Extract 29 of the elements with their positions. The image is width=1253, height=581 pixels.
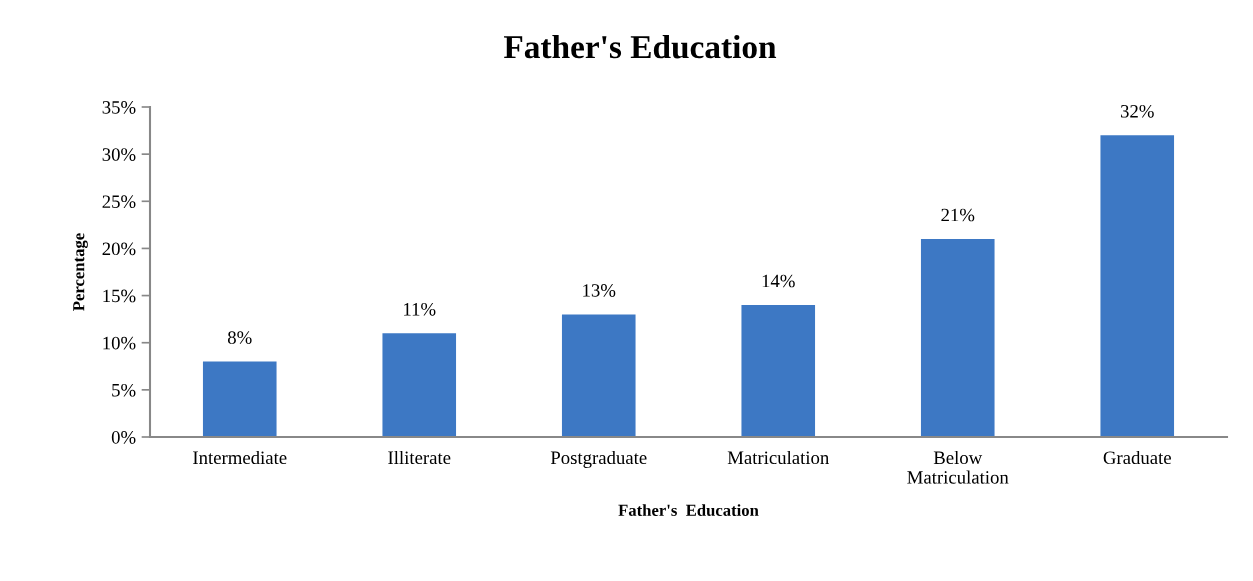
y-tick-label: 20% bbox=[102, 242, 136, 256]
y-tick-label: 35% bbox=[102, 101, 136, 114]
x-tick-label: Postgraduate bbox=[550, 450, 647, 468]
y-tick-label: 15% bbox=[103, 289, 136, 303]
data-label: 21% bbox=[941, 208, 975, 222]
x-axis-title: Father's Education bbox=[618, 504, 759, 516]
y-tick-label: 25% bbox=[102, 195, 136, 209]
data-label: 14% bbox=[762, 274, 795, 288]
x-tick-label: Graduate bbox=[1103, 450, 1171, 465]
y-axis-title: Percentage bbox=[73, 233, 88, 311]
data-label: 32% bbox=[1120, 104, 1154, 118]
data-label: 11% bbox=[404, 302, 436, 316]
data-label: 8% bbox=[227, 331, 252, 344]
bar bbox=[561, 314, 636, 437]
bar bbox=[202, 361, 277, 437]
y-tick-label: 0% bbox=[111, 431, 136, 444]
x-tick-label: Illiterate bbox=[388, 450, 451, 465]
x-tick-label: Matriculation bbox=[727, 450, 829, 465]
bar bbox=[920, 239, 995, 437]
y-tick-label: 30% bbox=[102, 148, 136, 161]
y-tick-label: 5% bbox=[112, 383, 136, 397]
chart-title: Father's Education bbox=[503, 34, 777, 59]
x-tick-label: Below Matriculation bbox=[907, 450, 1009, 484]
x-tick-label: Intermediate bbox=[193, 450, 287, 465]
data-label: 13% bbox=[583, 284, 616, 297]
y-tick-label: 10% bbox=[103, 336, 136, 350]
bar bbox=[741, 305, 816, 437]
bar bbox=[382, 333, 457, 437]
bar bbox=[1100, 135, 1175, 437]
